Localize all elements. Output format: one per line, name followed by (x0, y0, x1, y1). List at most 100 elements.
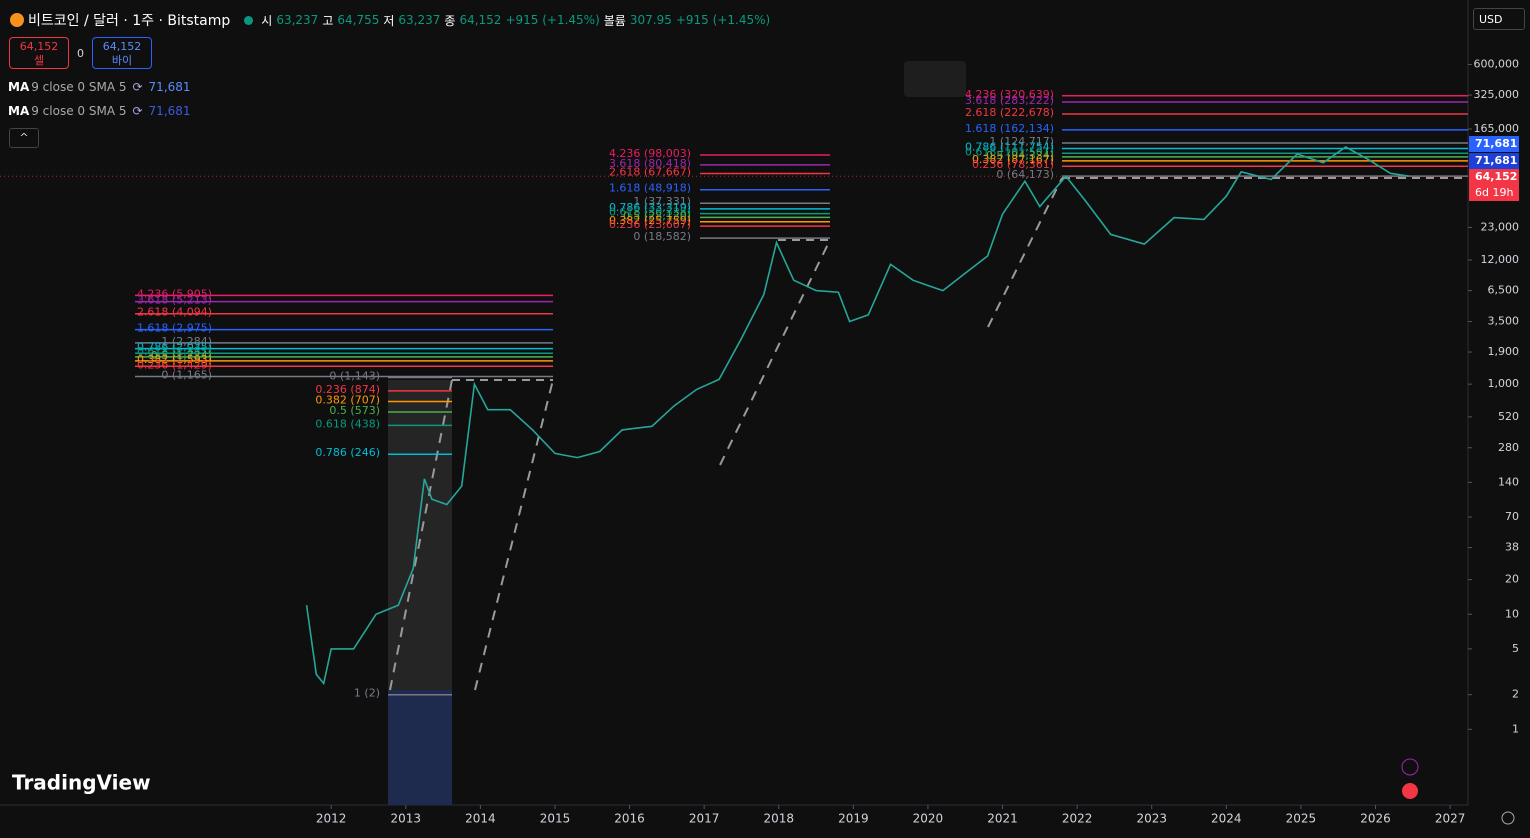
x-tick-label: 2016 (614, 812, 645, 826)
fib-label: 0.786 (2,035) (137, 341, 212, 354)
price-tag: 71,681 (1469, 153, 1519, 169)
icon: ⟳ (132, 80, 143, 94)
collapse-button[interactable]: ^ (9, 128, 39, 148)
price-tag: 71,681 (1469, 136, 1519, 152)
y-tick-label: 1,900 (1488, 345, 1520, 358)
indicator[interactable]: MA 9 close 0 SMA 5 ⟳ 71,681 (8, 80, 191, 94)
fib-label: 0.786 (33,319) (609, 201, 691, 214)
y-tick-label: 6,500 (1488, 284, 1520, 297)
fib-label: 0.786 (111,754) (965, 140, 1054, 153)
buy-button[interactable]: 64,152 바이 (92, 37, 152, 69)
fib-label: 0.5 (1,724) (151, 349, 212, 362)
x-tick-label: 2024 (1211, 812, 1242, 826)
symbol: 비트코인 / 달러 · 1주 · Bitstamp (28, 13, 231, 29)
x-tick-label: 2014 (465, 812, 496, 826)
y-tick-label: 280 (1498, 441, 1519, 454)
settings-icon[interactable] (1501, 811, 1515, 825)
fib-label: 0.236 (874) (315, 383, 380, 396)
sell-button[interactable]: 64,152 셀 (9, 37, 69, 69)
fib-label: 2.618 (4,094) (137, 306, 212, 319)
fib-label: 0.618 (30,338) (609, 206, 691, 219)
fib-label: 3.618 (5,213) (137, 294, 212, 307)
icon: ⟳ (132, 104, 143, 118)
x-tick-label: 2015 (540, 812, 571, 826)
spread: 0 (77, 47, 84, 60)
fib-label: 1.618 (2,975) (137, 322, 212, 335)
fib-label: 0.5 (573) (329, 404, 380, 417)
brand: TradingView (12, 771, 151, 795)
x-tick-label: 2018 (763, 812, 794, 826)
y-tick-label: 165,000 (1474, 122, 1520, 135)
y-tick-label: 5 (1512, 642, 1519, 655)
price-line (305, 146, 1410, 686)
value: 63,237 (398, 13, 441, 27)
y-tick-label: 1,000 (1488, 377, 1520, 390)
fib-label: 4.236 (5,905) (137, 287, 212, 300)
x-tick-label: 2025 (1286, 812, 1317, 826)
fib-label: 2.618 (67,667) (609, 166, 691, 179)
fib-label: 3.618 (80,418) (609, 157, 691, 170)
value: 63,237 (276, 13, 319, 27)
x-tick-label: 2022 (1062, 812, 1093, 826)
label: 시 (261, 13, 273, 28)
label: 바이 (111, 54, 133, 67)
price: 64,152 (102, 40, 142, 53)
y-tick-label: 325,000 (1474, 88, 1520, 101)
value: 64,152 (459, 13, 502, 27)
fib-label: 1 (2) (354, 687, 380, 700)
toolbar[interactable] (904, 61, 966, 97)
fib-label: 0.236 (78,361) (972, 158, 1054, 171)
y-tick-label: 600,000 (1474, 57, 1520, 70)
x-tick-label: 2023 (1136, 812, 1167, 826)
y-tick-label: 520 (1498, 410, 1519, 423)
retracement-zone (388, 380, 452, 690)
retracement-zone (388, 690, 452, 805)
fib-label: 4.236 (98,003) (609, 147, 691, 160)
label: 저 (383, 13, 395, 28)
x-tick-label: 2020 (913, 812, 944, 826)
fib-label: 0.236 (23,607) (609, 218, 691, 231)
y-tick-label: 38 (1505, 541, 1519, 554)
ind-name: MA (8, 104, 30, 118)
value: 307.95 (629, 13, 672, 27)
y-tick-label: 1 (1512, 722, 1519, 735)
ind-params: 9 close 0 SMA 5 (31, 104, 127, 118)
fib-label: 0.382 (707) (315, 393, 380, 406)
fib-label: 2.618 (222,678) (965, 106, 1054, 119)
ind-value: 71,681 (148, 80, 191, 94)
y-tick-label: 3,500 (1488, 315, 1520, 328)
icon[interactable] (1401, 758, 1419, 776)
fib-baselines (452, 177, 1468, 381)
label: 셀 (33, 54, 45, 67)
fib-label: 0.618 (438) (315, 417, 380, 430)
coin-icon (10, 13, 24, 27)
y-tick-label: 23,000 (1481, 220, 1520, 233)
x-tick-label: 2012 (316, 812, 347, 826)
fib-label: 0.382 (1,593) (137, 353, 212, 366)
fib-label: 3.618 (283,222) (965, 94, 1054, 107)
ind-name: MA (8, 80, 30, 94)
y-tick-label: 10 (1505, 607, 1519, 620)
currency[interactable]: USD (1473, 8, 1525, 30)
fib-label: 0.236 (1,429) (137, 358, 212, 371)
fib-label: 0.786 (246) (315, 446, 380, 459)
fib-label: 1.618 (48,918) (609, 182, 691, 195)
countdown: 6d 19h (1469, 185, 1519, 201)
x-tick-label: 2026 (1360, 812, 1391, 826)
value: 64,755 (337, 13, 380, 27)
price: 64,152 (19, 40, 59, 53)
label: 종 (444, 13, 456, 28)
change: +915 (+1.45%) (675, 13, 771, 27)
icon[interactable] (1402, 783, 1418, 799)
indicator[interactable]: MA 9 close 0 SMA 5 ⟳ 71,681 (8, 104, 191, 118)
y-tick-label: 2 (1512, 688, 1519, 701)
x-tick-label: 2019 (838, 812, 869, 826)
x-tick-label: 2027 (1435, 812, 1466, 826)
fib-label: 0.618 (101,501) (965, 145, 1054, 158)
fib-label: 0 (1,143) (329, 369, 380, 382)
status-dot (244, 15, 254, 25)
x-tick-label: 2017 (689, 812, 720, 826)
fib-label: 0.618 (1,857) (137, 345, 212, 358)
